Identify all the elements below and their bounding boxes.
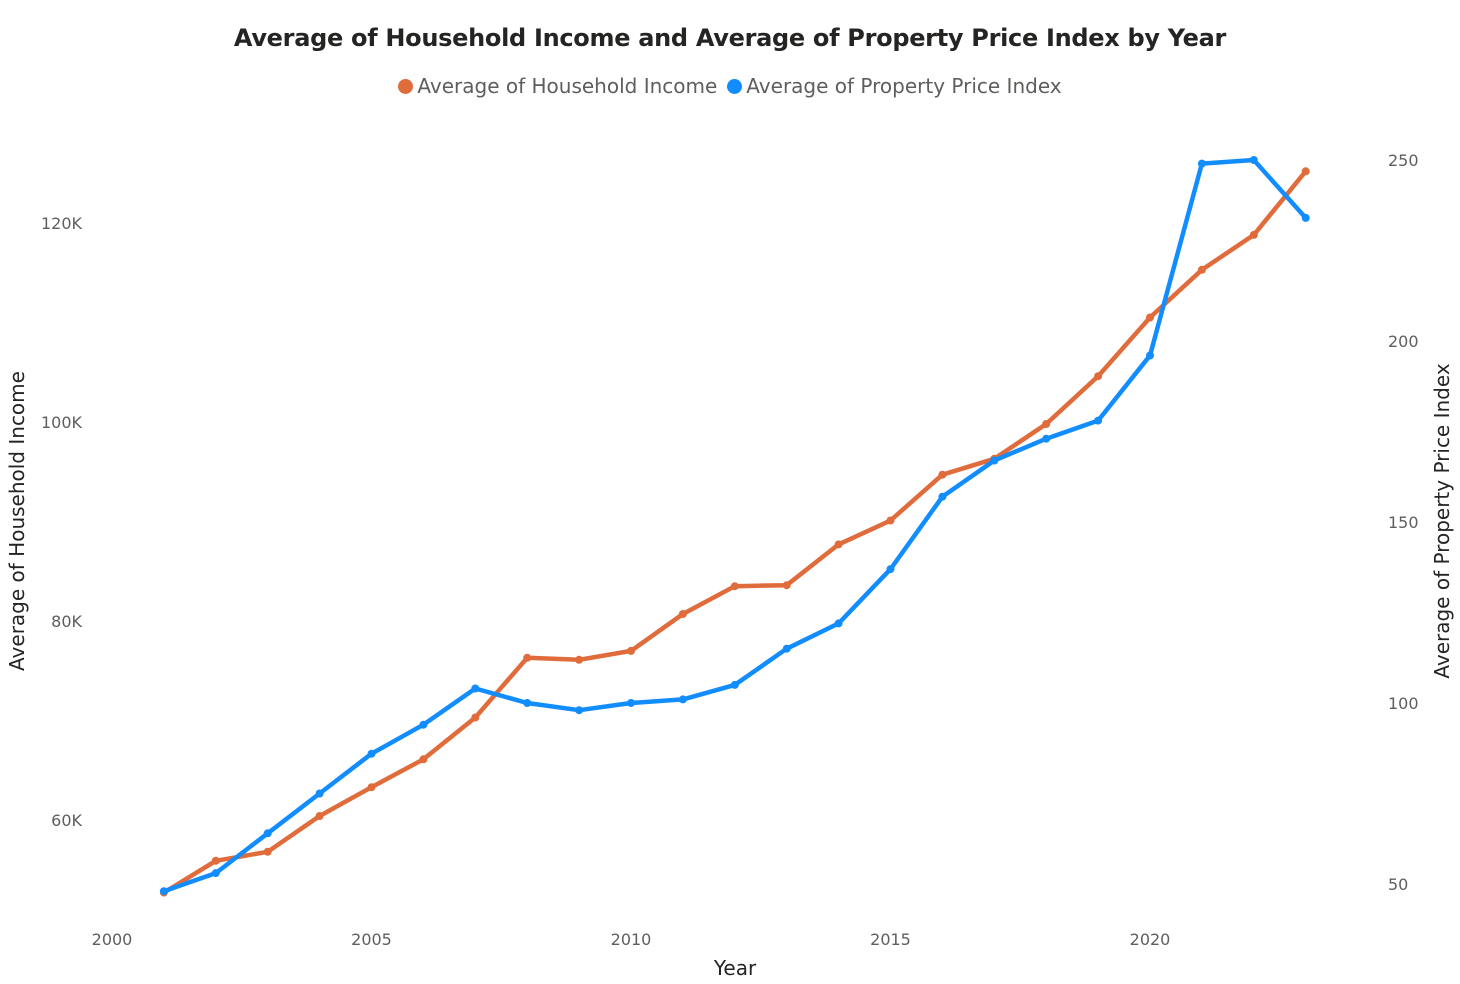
data-point-property-price-index[interactable]	[471, 684, 480, 693]
data-point-property-price-index[interactable]	[523, 699, 532, 707]
y-right-tick-label: 150	[1388, 513, 1419, 532]
data-point-property-price-index[interactable]	[263, 829, 272, 838]
chart-title: Average of Household Income and Average …	[233, 24, 1227, 52]
data-point-property-price-index[interactable]	[1094, 416, 1103, 425]
series-property-price-index	[159, 156, 1310, 896]
data-point-household-income[interactable]	[263, 847, 272, 856]
data-point-property-price-index[interactable]	[627, 699, 635, 707]
x-tick-label: 2015	[870, 930, 911, 949]
data-point-household-income[interactable]	[627, 646, 635, 655]
data-point-property-price-index[interactable]	[1042, 434, 1051, 443]
series-household-income	[159, 167, 1310, 897]
x-axis-title: Year	[713, 956, 757, 980]
data-point-household-income[interactable]	[938, 470, 947, 479]
y-right-tick-label: 250	[1388, 151, 1419, 170]
series-line-household-income	[161, 169, 1308, 895]
data-point-property-price-index[interactable]	[886, 565, 895, 574]
legend-item-property-price-index[interactable]: Average of Property Price Index	[727, 74, 1062, 98]
legend-item-household-income[interactable]: Average of Household Income	[398, 74, 717, 98]
data-point-household-income[interactable]	[419, 755, 428, 764]
legend-marker-household-income	[398, 78, 414, 94]
x-tick-label: 2010	[611, 930, 652, 949]
x-tick-label: 2005	[351, 930, 392, 949]
y-left-axis-ticks: 60K 80K 100K 120K	[41, 214, 83, 830]
data-point-property-price-index[interactable]	[1249, 156, 1258, 164]
data-point-property-price-index[interactable]	[782, 644, 791, 653]
data-point-property-price-index[interactable]	[834, 619, 843, 628]
y-right-axis-ticks: 50 100 150 200 250	[1388, 151, 1419, 894]
y-left-tick-label: 60K	[51, 811, 82, 830]
data-point-household-income[interactable]	[211, 856, 220, 865]
x-axis-ticks: 2000 2005 2010 2015 2020	[92, 930, 1171, 949]
y-left-tick-label: 100K	[41, 413, 83, 432]
y-right-tick-label: 200	[1388, 332, 1419, 351]
data-point-property-price-index[interactable]	[159, 887, 168, 896]
data-point-household-income[interactable]	[367, 783, 376, 792]
data-point-property-price-index[interactable]	[990, 456, 999, 465]
data-point-household-income[interactable]	[730, 582, 739, 591]
data-point-household-income[interactable]	[1042, 420, 1051, 428]
legend-label-household-income: Average of Household Income	[417, 74, 718, 98]
y-left-axis-title: Average of Household Income	[5, 371, 29, 671]
data-point-property-price-index[interactable]	[678, 695, 687, 704]
y-left-tick-label: 120K	[41, 214, 83, 233]
data-point-property-price-index[interactable]	[938, 492, 947, 501]
legend-label-property-price-index: Average of Property Price Index	[746, 74, 1062, 98]
data-point-property-price-index[interactable]	[211, 869, 220, 878]
data-point-household-income[interactable]	[1301, 167, 1310, 176]
data-point-household-income[interactable]	[471, 713, 480, 722]
data-point-property-price-index[interactable]	[419, 720, 428, 729]
data-point-household-income[interactable]	[1146, 313, 1154, 322]
data-point-household-income[interactable]	[315, 812, 324, 820]
y-right-axis-title: Average of Property Price Index	[1430, 363, 1454, 678]
data-point-household-income[interactable]	[1094, 372, 1103, 381]
data-point-property-price-index[interactable]	[315, 789, 324, 798]
data-point-household-income[interactable]	[575, 655, 584, 664]
data-point-household-income[interactable]	[678, 610, 687, 618]
data-point-household-income[interactable]	[1197, 265, 1206, 274]
data-point-household-income[interactable]	[1249, 230, 1258, 239]
data-point-household-income[interactable]	[782, 581, 791, 590]
y-right-tick-label: 100	[1388, 694, 1419, 713]
series-layer	[159, 156, 1310, 897]
data-point-property-price-index[interactable]	[575, 706, 584, 715]
x-tick-label: 2000	[92, 930, 133, 949]
data-point-property-price-index[interactable]	[730, 680, 739, 689]
series-line-property-price-index	[161, 157, 1308, 894]
y-right-tick-label: 50	[1388, 875, 1408, 894]
data-point-property-price-index[interactable]	[1146, 351, 1154, 360]
data-point-property-price-index[interactable]	[1301, 213, 1310, 222]
data-point-property-price-index[interactable]	[367, 749, 376, 758]
y-left-tick-label: 80K	[51, 612, 82, 631]
data-point-household-income[interactable]	[523, 653, 532, 662]
legend-marker-property-price-index	[727, 78, 743, 94]
data-point-household-income[interactable]	[886, 516, 895, 525]
data-point-household-income[interactable]	[834, 540, 843, 549]
legend: Average of Household Income Average of P…	[0, 74, 1460, 98]
x-tick-label: 2020	[1130, 930, 1171, 949]
data-point-property-price-index[interactable]	[1197, 159, 1206, 168]
